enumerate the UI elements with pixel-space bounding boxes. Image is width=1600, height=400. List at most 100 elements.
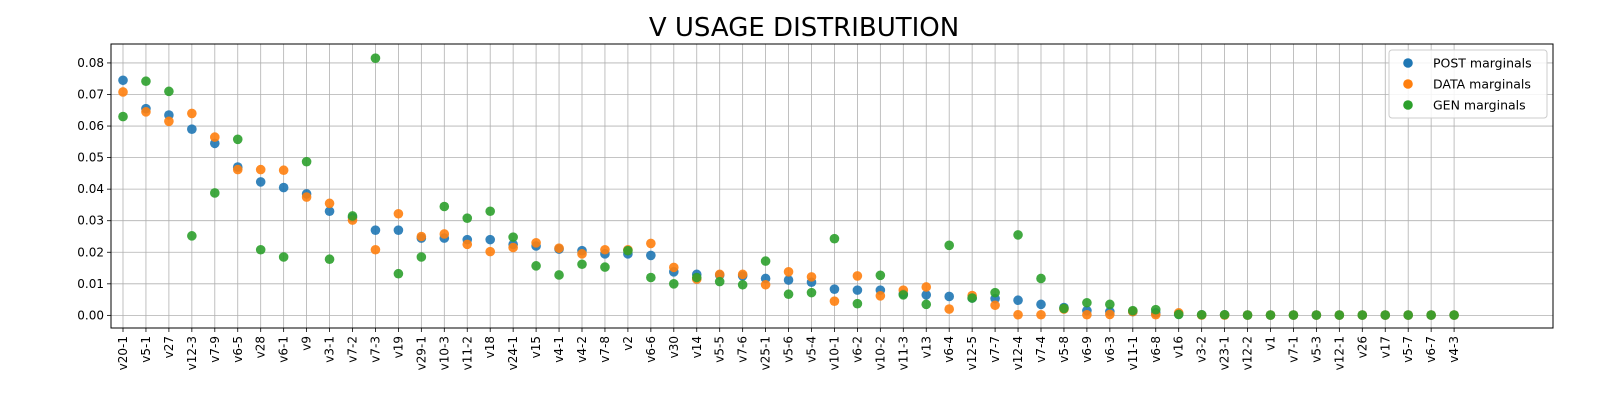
x-tick-label: v6-2 — [850, 336, 864, 363]
data-point — [164, 86, 174, 97]
x-tick-label: v28 — [254, 336, 268, 358]
data-point — [806, 272, 817, 282]
y-tick-label: 0.04 — [77, 182, 104, 196]
x-tick-label: v6-3 — [1103, 336, 1117, 363]
y-tick-label: 0.03 — [77, 214, 104, 228]
data-point — [921, 282, 932, 292]
y-axis: 0.00 0.01 0.02 0.03 0.04 0.05 0.06 0.07 0.08 — [77, 56, 111, 322]
x-tick-label: v13 — [919, 336, 933, 358]
x-tick-label: v5-6 — [782, 336, 796, 363]
data-point — [1013, 309, 1023, 320]
x-tick-label: v3-2 — [1195, 336, 1209, 363]
x-tick-label: v24-1 — [506, 336, 520, 370]
data-point — [829, 284, 840, 294]
data-point — [278, 165, 289, 176]
x-tick-label: v7-2 — [346, 336, 360, 363]
x-tick-label: v7-3 — [368, 336, 382, 363]
data-point — [1426, 310, 1436, 320]
data-point — [944, 304, 954, 314]
x-tick-label: v5-7 — [1401, 336, 1415, 363]
legend: POST marginals DATA marginals GEN marginal… — [1388, 49, 1548, 119]
x-tick-label: v7-7 — [988, 336, 1002, 363]
data-point — [1265, 310, 1276, 320]
data-point — [1219, 309, 1230, 320]
x-tick-label: v5-8 — [1057, 336, 1071, 363]
data-point — [1334, 310, 1345, 320]
data-point — [508, 242, 518, 253]
x-tick-label: v3-1 — [323, 336, 337, 363]
x-tick-label: v29-1 — [414, 336, 428, 370]
data-point — [531, 261, 541, 271]
x-axis: v20-1 v5-1 v27 v12-3 v7-9 v6-5 v28 v6-1 v9 v3-1 v7… — [116, 328, 1461, 370]
data-point — [554, 243, 564, 253]
data-point — [118, 111, 128, 122]
x-tick-label: v5-3 — [1309, 336, 1323, 363]
data-point — [187, 108, 197, 119]
x-tick-label: v7-4 — [1034, 336, 1048, 363]
data-point — [462, 239, 473, 250]
x-tick-label: v4-2 — [575, 336, 589, 363]
data-point — [967, 293, 977, 303]
x-tick-label: v9 — [300, 336, 314, 351]
data-point — [324, 198, 335, 209]
x-tick-label: v12-2 — [1241, 336, 1255, 370]
y-tick-label: 0.06 — [77, 119, 104, 133]
data-point — [324, 254, 335, 265]
y-tick-label: 0.02 — [77, 245, 104, 259]
data-point — [921, 290, 932, 300]
x-tick-label: v20-1 — [116, 336, 130, 370]
data-point — [600, 262, 610, 272]
data-point — [439, 229, 450, 239]
x-tick-label: v6-8 — [1149, 336, 1163, 363]
data-point — [852, 271, 863, 281]
data-point — [416, 231, 427, 242]
x-tick-label: v14 — [690, 336, 704, 358]
legend-label: POST marginals — [1433, 56, 1532, 71]
data-point — [1403, 310, 1413, 320]
x-tick-label: v5-5 — [713, 336, 727, 363]
data-point — [669, 262, 679, 273]
x-tick-label: v6-5 — [231, 336, 245, 363]
x-tick-label: v23-1 — [1218, 336, 1232, 370]
x-tick-label: v15 — [529, 336, 543, 358]
data-point — [646, 238, 656, 249]
data-point — [921, 299, 932, 310]
data-point — [232, 164, 243, 175]
x-tick-label: v6-7 — [1424, 336, 1438, 363]
x-tick-label: v5-1 — [139, 336, 153, 363]
data-point — [944, 240, 954, 251]
data-point — [990, 300, 1000, 311]
x-tick-label: v12-1 — [1332, 336, 1346, 370]
data-point — [187, 231, 197, 241]
data-point — [829, 233, 840, 244]
data-point — [577, 249, 587, 259]
data-point — [1128, 305, 1138, 316]
data-point — [1173, 309, 1184, 320]
y-tick-label: 0.05 — [77, 151, 104, 165]
data-point — [1449, 310, 1459, 320]
data-point — [508, 232, 518, 242]
x-tick-label: v7-1 — [1286, 336, 1300, 363]
data-point — [783, 267, 794, 277]
x-tick-label: v12-5 — [965, 336, 979, 370]
x-tick-label: v7-8 — [598, 336, 612, 363]
data-point — [141, 76, 151, 87]
data-point — [737, 279, 748, 290]
data-point — [944, 291, 954, 302]
data-point — [1105, 299, 1115, 310]
x-tick-label: v30 — [667, 336, 681, 358]
x-tick-label: v6-1 — [277, 336, 291, 363]
data-point — [1380, 310, 1391, 320]
data-point — [714, 276, 725, 287]
x-tick-label: v12-3 — [185, 336, 199, 370]
x-tick-label: v11-1 — [1126, 336, 1140, 370]
data-point — [1311, 310, 1322, 320]
x-tick-label: v7-6 — [736, 336, 750, 363]
data-point — [737, 269, 748, 280]
data-point — [232, 134, 243, 145]
data-point — [164, 116, 174, 127]
x-tick-label: v4-1 — [552, 336, 566, 363]
data-point — [531, 238, 541, 248]
data-point — [783, 275, 794, 285]
